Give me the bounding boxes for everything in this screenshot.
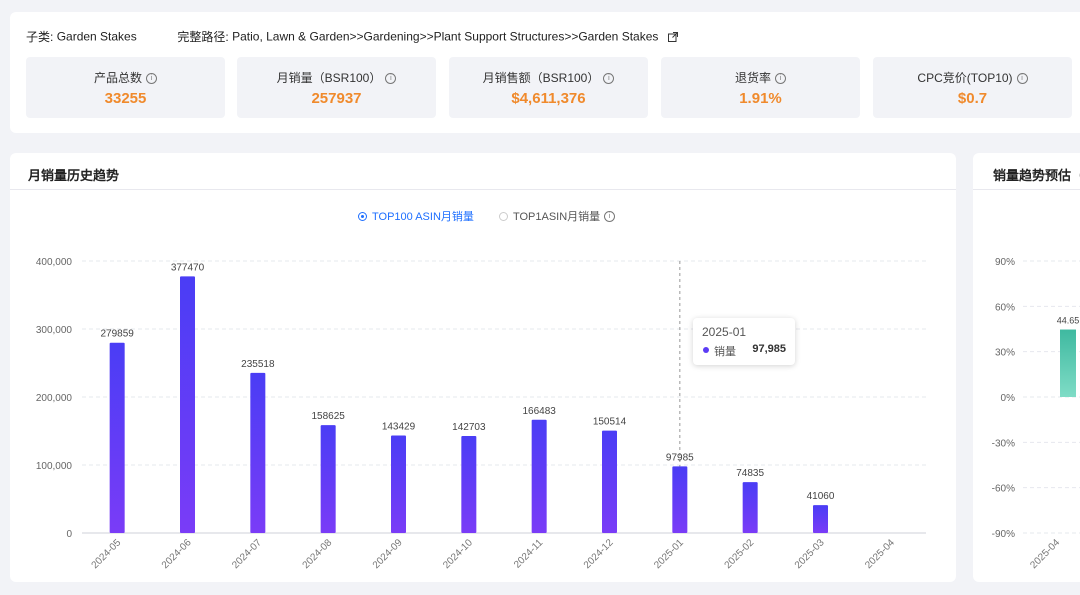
x-tick-label: 2025-04	[1028, 537, 1062, 571]
stat-value: 33255	[104, 90, 147, 107]
bar-2024-10[interactable]	[461, 435, 477, 533]
stat-monthly-sales: 月销量（BSR100） i 257937	[237, 57, 436, 118]
y-tick-label: 0	[66, 529, 72, 540]
forecast-card-title: 销量趋势预估（	[993, 168, 1080, 183]
x-tick-label: 2024-11	[512, 537, 546, 571]
stat-monthly-revenue: 月销售额（BSR100） i $4,611,376	[449, 57, 648, 118]
radio-dot-icon	[358, 211, 367, 221]
chart-tooltip: 2025-01 销量 97,985	[693, 318, 795, 365]
y-tick-label: 100,000	[36, 461, 73, 472]
data-label: 41060	[807, 491, 835, 502]
x-tick-label: 2025-03	[793, 537, 827, 571]
bar-2024-08[interactable]	[320, 425, 336, 533]
x-tick-label: 2024-12	[582, 537, 616, 571]
stat-value: 1.91%	[739, 90, 782, 107]
bar-2024-07[interactable]	[250, 372, 266, 533]
tooltip-value: 97,985	[752, 343, 786, 355]
history-card-title: 月销量历史趋势	[28, 168, 120, 183]
summary-card: 子类: Garden Stakes 完整路径: Patio, Lawn & Ga…	[10, 12, 1080, 133]
bar-2024-05[interactable]	[109, 342, 125, 533]
divider	[10, 189, 956, 190]
y-tick-label: 60%	[995, 302, 1015, 313]
bar-2024-09[interactable]	[391, 435, 406, 533]
tooltip-dot-icon	[703, 347, 709, 353]
subcategory-value: Garden Stakes	[56, 29, 137, 44]
history-bar-chart: 0 100,000 200,000 300,000 400,000 279859 2024-…	[36, 257, 926, 571]
data-label: 279859	[100, 329, 134, 340]
history-chart-card: 月销量历史趋势 TOP100 ASIN月销量 TOP1ASIN月销量 i 0 100…	[10, 153, 956, 582]
info-icon[interactable]: i	[775, 73, 786, 85]
data-label: 150514	[593, 417, 627, 428]
radio-top1[interactable]: TOP1ASIN月销量 i	[498, 208, 616, 224]
stat-value: $4,611,376	[511, 90, 586, 107]
series-toggle: TOP100 ASIN月销量 TOP1ASIN月销量 i	[358, 208, 637, 224]
external-link-icon[interactable]	[667, 31, 678, 42]
data-label: 158625	[311, 411, 345, 422]
full-path-label: 完整路径:	[177, 30, 229, 44]
bar-2025-01[interactable]	[672, 466, 688, 533]
y-tick-label: 400,000	[36, 257, 73, 268]
stat-product-count: 产品总数 i 33255	[26, 57, 225, 118]
y-tick-label: 30%	[995, 348, 1015, 359]
stat-return-rate: 退货率 i 1.91%	[661, 57, 860, 118]
data-label: 74835	[736, 468, 764, 479]
data-label: 142703	[452, 422, 486, 433]
x-tick-label: 2025-02	[723, 537, 757, 571]
stat-value: 257937	[311, 90, 362, 107]
stat-label: CPC竞价(TOP10)	[917, 71, 1013, 85]
radio-top100[interactable]: TOP100 ASIN月销量	[358, 208, 474, 224]
x-tick-label: 2024-05	[90, 537, 124, 571]
radio-label: TOP100 ASIN月销量	[372, 211, 474, 223]
info-icon[interactable]: i	[385, 73, 397, 85]
y-tick-label: 90%	[995, 257, 1015, 268]
divider	[973, 189, 1080, 190]
y-tick-label: -30%	[992, 438, 1015, 449]
bar-2024-06[interactable]	[180, 276, 195, 533]
radio-label: TOP1ASIN月销量	[512, 211, 601, 223]
info-icon[interactable]: i	[146, 73, 157, 85]
x-tick-label: 2024-09	[371, 537, 405, 571]
x-tick-label: 2024-06	[160, 537, 194, 571]
x-tick-label: 2024-08	[301, 537, 335, 571]
stat-cpc-bid: CPC竞价(TOP10) i $0.7	[873, 57, 1072, 118]
forecast-bar[interactable]	[1060, 329, 1076, 397]
y-tick-label: -60%	[992, 484, 1015, 495]
info-icon[interactable]: i	[1016, 73, 1028, 85]
stat-label: 月销售额（BSR100）	[482, 71, 600, 85]
x-tick-label: 2025-04	[863, 537, 897, 571]
stat-label: 月销量（BSR100）	[276, 71, 382, 85]
y-tick-label: 200,000	[36, 393, 73, 404]
stat-label: 退货率	[734, 71, 771, 85]
bar-2025-03[interactable]	[813, 505, 828, 533]
x-tick-label: 2024-07	[230, 537, 264, 571]
bar-2024-11[interactable]	[531, 419, 547, 533]
stat-value: $0.7	[957, 90, 988, 107]
tooltip-label: 销量	[714, 346, 736, 358]
forecast-chart-card: 销量趋势预估（ 90% 60% 30% 0% -30% -60% -90% 44.65 2025…	[973, 153, 1080, 582]
info-icon[interactable]: i	[604, 210, 616, 222]
x-tick-label: 2024-10	[441, 537, 475, 571]
forecast-bar-chart: 90% 60% 30% 0% -30% -60% -90% 44.65 2025-04	[992, 257, 1080, 571]
data-label: 44.65	[1057, 316, 1080, 326]
data-label: 377470	[171, 262, 205, 273]
data-label: 166483	[522, 406, 556, 417]
y-tick-label: 300,000	[36, 325, 73, 336]
bar-2025-02[interactable]	[742, 482, 758, 533]
tooltip-title: 2025-01	[702, 325, 747, 339]
x-tick-label: 2025-01	[652, 537, 686, 571]
y-tick-label: 0%	[1001, 393, 1016, 404]
category-breadcrumb: 子类: Garden Stakes 完整路径: Patio, Lawn & Ga…	[26, 28, 678, 45]
stat-label: 产品总数	[93, 71, 142, 85]
subcategory-label: 子类:	[26, 30, 54, 44]
data-label: 97985	[666, 452, 694, 463]
y-tick-label: -90%	[992, 529, 1015, 540]
bar-2024-12[interactable]	[602, 430, 617, 533]
info-icon[interactable]: i	[603, 73, 615, 85]
full-path-value: Patio, Lawn & Garden>>Gardening>>Plant S…	[232, 29, 659, 44]
data-label: 235518	[241, 359, 275, 370]
radio-dot-icon	[498, 211, 508, 221]
data-label: 143429	[382, 421, 416, 432]
